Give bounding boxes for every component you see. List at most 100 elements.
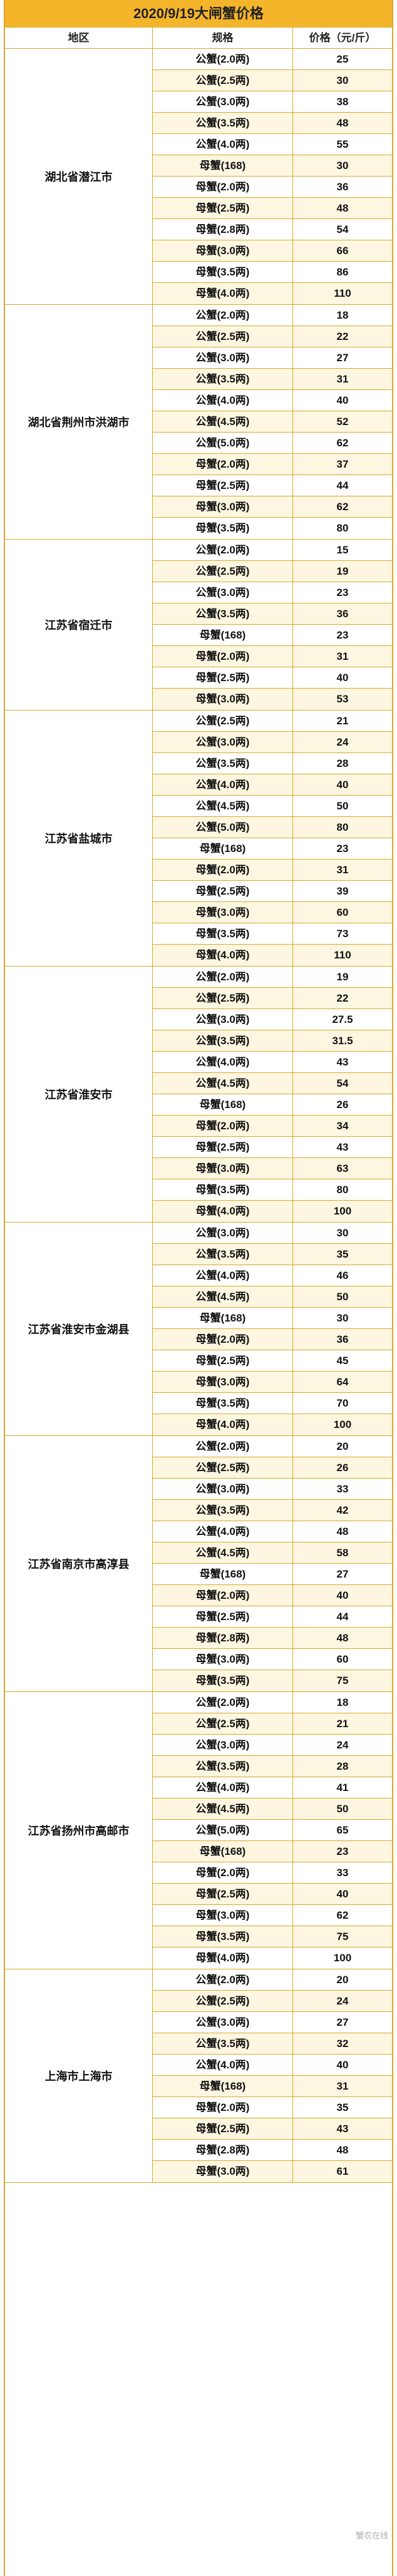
price-cell: 86 xyxy=(336,266,349,278)
spec-cell: 母蟹(2.5两) xyxy=(153,1606,293,1627)
price-cell: 18 xyxy=(336,309,349,321)
price-table: 2020/9/19大闸蟹价格 地区 规格 价格（元/斤） 湖北省潜江市 公蟹(2.… xyxy=(4,0,393,2576)
region-group: 江苏省宿迁市 公蟹(2.0两) 15 公蟹(2.5两) 19 公蟹(3.0两) 23 公蟹(3… xyxy=(5,540,392,711)
price-cell: 36 xyxy=(336,608,349,620)
price-cell: 31 xyxy=(336,650,349,662)
table-row: 母蟹(3.5两) 75 xyxy=(153,1926,392,1947)
spec-cell: 母蟹(2.5两) xyxy=(153,1884,293,1904)
spec-cell: 母蟹(2.0两) xyxy=(153,1585,293,1606)
table-row: 公蟹(2.5两) 24 xyxy=(153,1991,392,2012)
table-row: 母蟹(3.5两) 80 xyxy=(153,1179,392,1201)
spec-cell: 母蟹(2.5两) xyxy=(153,475,293,496)
table-row: 母蟹(2.0两) 40 xyxy=(153,1585,392,1606)
table-row: 公蟹(3.5两) 31.5 xyxy=(153,1030,392,1052)
spec-cell: 公蟹(3.0两) xyxy=(153,91,293,112)
table-row: 母蟹(2.5两) 43 xyxy=(153,1137,392,1158)
table-row: 公蟹(2.5两) 22 xyxy=(153,326,392,347)
spec-cell: 母蟹(4.0两) xyxy=(153,1201,293,1222)
price-cell: 15 xyxy=(336,544,349,556)
table-row: 公蟹(4.0两) 40 xyxy=(153,390,392,411)
table-row: 母蟹(168) 26 xyxy=(153,1094,392,1116)
table-row: 母蟹(2.8两) 54 xyxy=(153,219,392,240)
table-row: 母蟹(4.0两) 100 xyxy=(153,1947,392,1969)
spec-cell: 母蟹(2.8两) xyxy=(153,1628,293,1648)
spec-cell: 公蟹(3.0两) xyxy=(153,1479,293,1499)
table-body: 湖北省潜江市 公蟹(2.0两) 25 公蟹(2.5两) 30 公蟹(3.0两) 38 公蟹(3… xyxy=(5,49,392,2183)
price-cell: 45 xyxy=(336,1355,349,1367)
spec-cell: 公蟹(3.5两) xyxy=(153,369,293,389)
price-cell: 43 xyxy=(336,1141,349,1153)
table-row: 公蟹(2.5两) 26 xyxy=(153,1457,392,1479)
price-cell: 80 xyxy=(336,522,349,534)
price-cell: 37 xyxy=(336,458,349,470)
price-cell: 28 xyxy=(336,1760,349,1772)
spec-cell: 公蟹(3.5两) xyxy=(153,113,293,133)
table-row: 母蟹(2.5两) 48 xyxy=(153,198,392,219)
spec-cell: 公蟹(4.0两) xyxy=(153,1052,293,1072)
table-row: 母蟹(3.5两) 86 xyxy=(153,262,392,283)
header-spec: 规格 xyxy=(153,28,293,48)
table-row: 公蟹(4.0两) 40 xyxy=(153,2055,392,2076)
price-cell: 39 xyxy=(336,885,349,897)
price-cell: 23 xyxy=(336,843,349,854)
table-row: 公蟹(4.0两) 41 xyxy=(153,1777,392,1799)
price-cell: 36 xyxy=(336,181,349,193)
spec-cell: 公蟹(4.5两) xyxy=(153,1286,293,1307)
price-cell: 40 xyxy=(336,779,349,791)
table-row: 母蟹(3.5两) 80 xyxy=(153,518,392,539)
table-row: 母蟹(2.5两) 40 xyxy=(153,667,392,689)
spec-cell: 母蟹(3.0两) xyxy=(153,689,293,710)
table-row: 母蟹(2.5两) 44 xyxy=(153,475,392,496)
price-cell: 54 xyxy=(336,1077,349,1089)
table-row: 公蟹(4.5两) 52 xyxy=(153,411,392,433)
spec-cell: 公蟹(2.5两) xyxy=(153,561,293,582)
price-cell: 30 xyxy=(336,74,349,86)
price-cell: 26 xyxy=(336,1099,349,1111)
spec-cell: 母蟹(168) xyxy=(153,1094,293,1115)
price-cell: 63 xyxy=(336,1162,349,1174)
spec-cell: 公蟹(5.0两) xyxy=(153,433,293,453)
spec-cell: 母蟹(168) xyxy=(153,838,293,859)
price-cell: 43 xyxy=(336,2123,349,2135)
spec-cell: 母蟹(3.5两) xyxy=(153,1179,293,1200)
region-rows: 公蟹(2.5两) 21 公蟹(3.0两) 24 公蟹(3.5两) 28 公蟹(4.0两) 40… xyxy=(153,711,392,966)
price-cell: 100 xyxy=(333,1205,352,1217)
price-cell: 31 xyxy=(336,864,349,876)
price-cell: 61 xyxy=(336,2165,349,2177)
spec-cell: 母蟹(2.5两) xyxy=(153,667,293,688)
spec-cell: 母蟹(2.0两) xyxy=(153,1329,293,1350)
region-cell: 湖北省潜江市 xyxy=(5,49,153,304)
price-cell: 23 xyxy=(336,629,349,641)
spec-cell: 母蟹(2.0两) xyxy=(153,2097,293,2118)
spec-cell: 母蟹(2.0两) xyxy=(153,1116,293,1136)
price-cell: 43 xyxy=(336,1056,349,1068)
spec-cell: 母蟹(2.5两) xyxy=(153,2118,293,2139)
table-row: 公蟹(3.5两) 36 xyxy=(153,603,392,625)
spec-cell: 母蟹(2.5两) xyxy=(153,881,293,901)
spec-cell: 公蟹(2.0两) xyxy=(153,1969,293,1990)
table-row: 公蟹(3.5两) 28 xyxy=(153,1756,392,1777)
price-cell: 60 xyxy=(336,906,349,918)
table-row: 母蟹(4.0两) 100 xyxy=(153,1201,392,1222)
price-cell: 41 xyxy=(336,1782,349,1793)
table-row: 母蟹(3.0两) 63 xyxy=(153,1158,392,1179)
spec-cell: 母蟹(3.5两) xyxy=(153,1926,293,1947)
region-group: 湖北省荆州市洪湖市 公蟹(2.0两) 18 公蟹(2.5两) 22 公蟹(3.0两) 27 公… xyxy=(5,305,392,540)
table-row: 公蟹(2.0两) 18 xyxy=(153,305,392,326)
spec-cell: 公蟹(4.0两) xyxy=(153,1265,293,1286)
table-row: 公蟹(2.0两) 19 xyxy=(153,967,392,988)
price-cell: 30 xyxy=(336,160,349,172)
table-row: 母蟹(2.0两) 33 xyxy=(153,1862,392,1884)
price-cell: 20 xyxy=(336,1974,349,1986)
price-cell: 19 xyxy=(336,971,349,983)
spec-cell: 母蟹(4.0两) xyxy=(153,945,293,966)
price-cell: 31 xyxy=(336,2080,349,2092)
table-row: 公蟹(3.5两) 42 xyxy=(153,1500,392,1521)
table-row: 公蟹(3.0两) 23 xyxy=(153,582,392,603)
spec-cell: 母蟹(3.0两) xyxy=(153,1158,293,1179)
spec-cell: 母蟹(2.0两) xyxy=(153,177,293,197)
table-row: 母蟹(2.0两) 36 xyxy=(153,1329,392,1350)
spec-cell: 母蟹(3.0两) xyxy=(153,1372,293,1392)
table-row: 母蟹(2.5两) 45 xyxy=(153,1350,392,1372)
